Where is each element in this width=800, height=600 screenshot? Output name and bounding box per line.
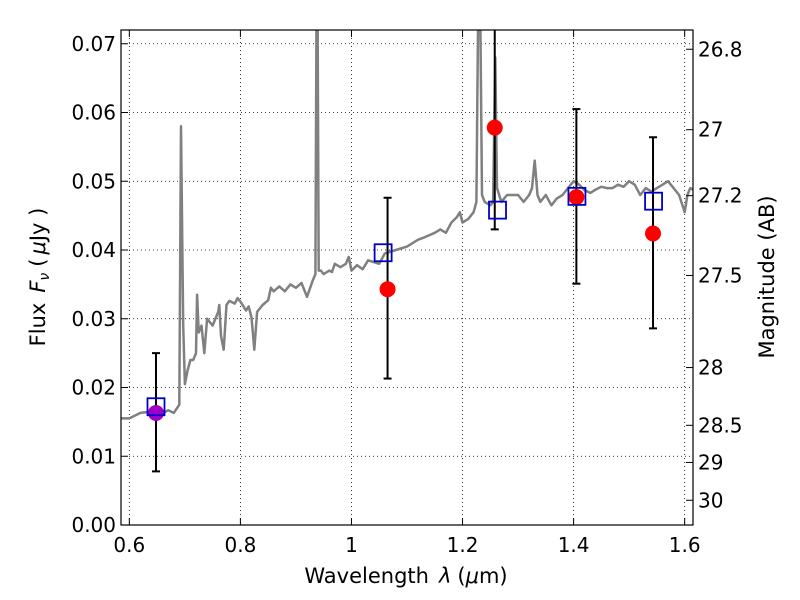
y2-tick-label: 30: [698, 488, 723, 512]
y-tick-label: 0.04: [71, 238, 116, 262]
x-tick-label: 0.6: [113, 533, 145, 557]
observed-point: [568, 189, 585, 206]
x-tick-label: 1.2: [447, 533, 479, 557]
observed-point: [486, 119, 503, 136]
model-point: [373, 243, 393, 263]
y-tick-label: 0.03: [71, 307, 116, 331]
observed-series: [147, 119, 662, 421]
model-point: [644, 191, 663, 211]
y2-tick-label: 27.2: [698, 184, 743, 208]
y-tick-label: 0.07: [71, 32, 116, 56]
y-tick-label: 0.06: [71, 101, 116, 125]
y2-tick-label: 28.5: [698, 413, 743, 437]
x-tick-label: 0.8: [224, 533, 256, 557]
y2-tick-label: 28: [698, 356, 723, 380]
model-point: [488, 200, 507, 220]
y-axis-label: FluxFν(μJy ): [26, 208, 53, 347]
y2-axis-ticks: 26.8 27 27.2 27.5 28 28.5 29 30: [686, 37, 743, 512]
plot-frame: [120, 29, 694, 526]
spectrum-line: [121, 30, 693, 420]
y2-tick-label: 27.5: [698, 263, 743, 287]
observed-point: [379, 281, 396, 298]
y2-tick-label: 26.8: [698, 37, 743, 61]
x-tick-label: 1.4: [558, 533, 590, 557]
model-point: [567, 186, 587, 206]
y-tick-label: 0.00: [71, 513, 116, 537]
y-tick-label: 0.01: [71, 444, 116, 468]
y2-tick-label: 29: [698, 450, 723, 474]
x-axis-label: Wavelength λ (μm): [304, 564, 507, 588]
y-axis-ticks: 0.00 0.01 0.02 0.03 0.04 0.05 0.06 0.07: [71, 32, 128, 537]
y2-axis-label: Magnitude (AB): [755, 195, 779, 358]
model-series: [146, 186, 663, 417]
observed-point: [645, 225, 662, 242]
y-tick-label: 0.02: [71, 376, 116, 400]
x-axis-ticks: 0.6 0.8 1 1.2 1.4 1.6: [113, 30, 701, 557]
y-tick-label: 0.05: [71, 169, 116, 193]
x-tick-label: 1: [345, 533, 358, 557]
spectrum-series: [121, 30, 693, 420]
y2-tick-label: 27: [698, 118, 723, 142]
model-point: [146, 397, 166, 417]
x-tick-label: 1.6: [669, 533, 701, 557]
grid: [121, 30, 693, 526]
observed-point: [147, 404, 164, 421]
